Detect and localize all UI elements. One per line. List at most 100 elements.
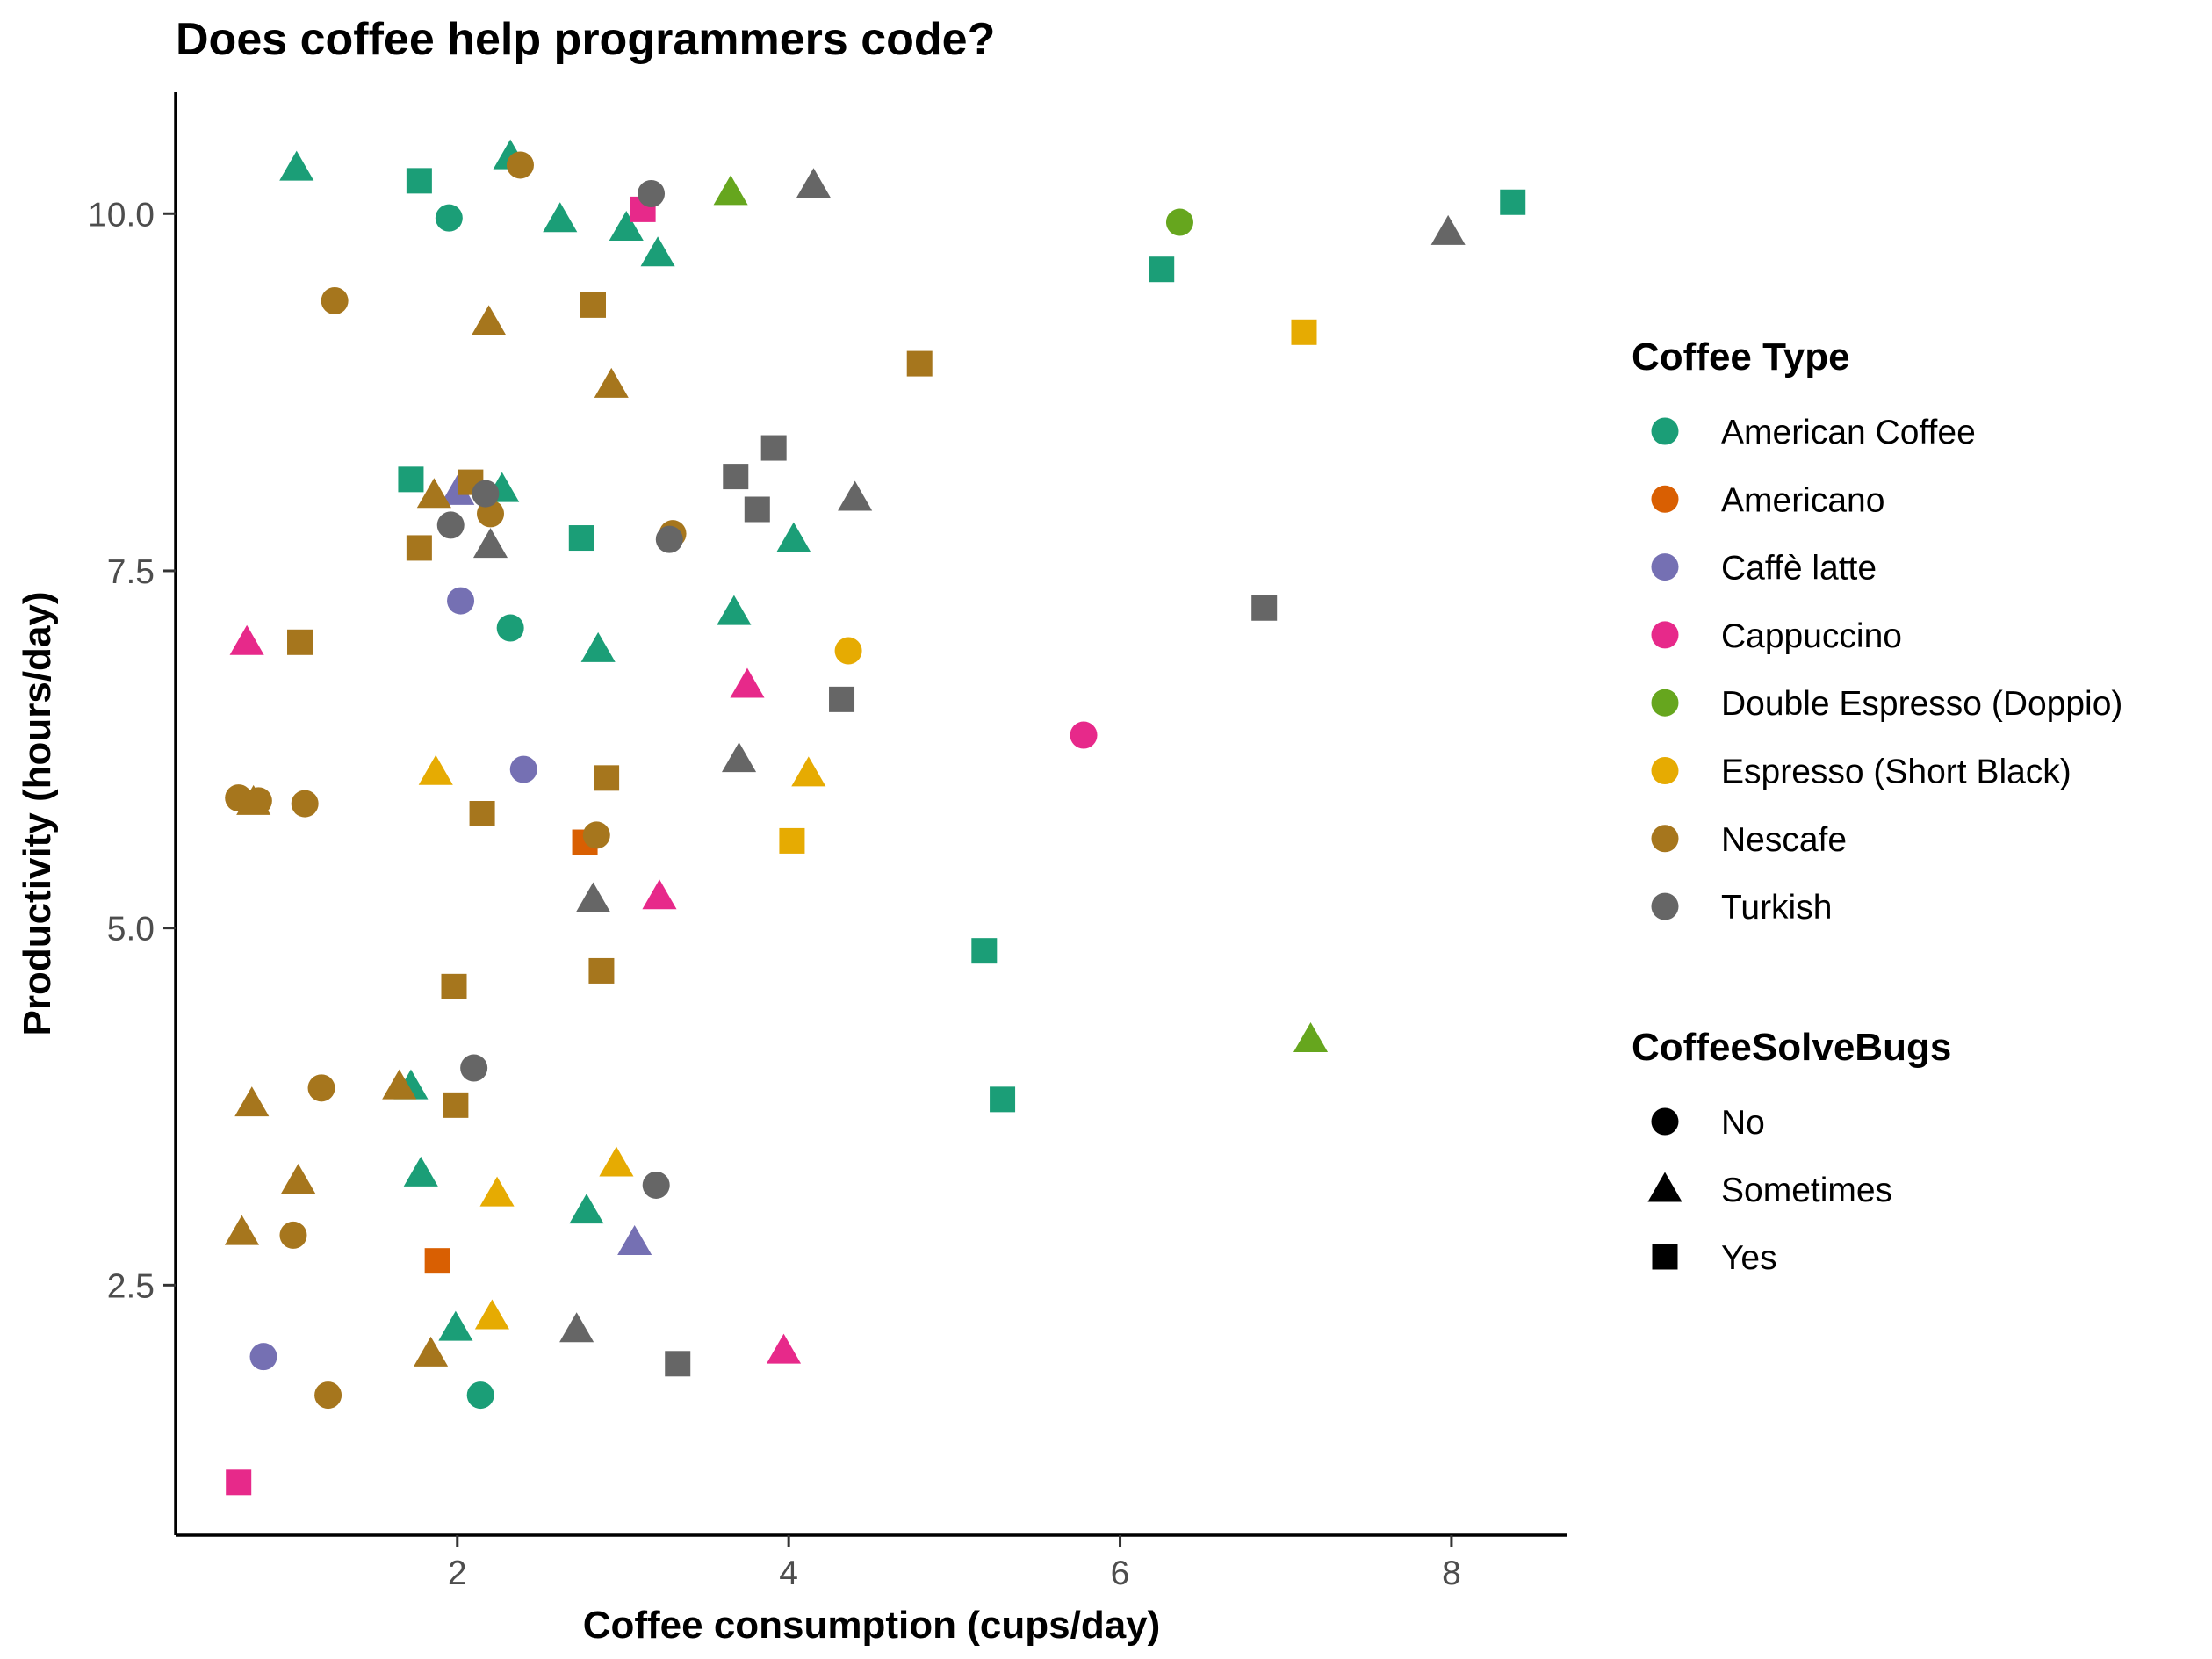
data-point-nescafe	[279, 1221, 307, 1249]
data-point-cappuccino	[1070, 721, 1098, 749]
y-tick-label: 7.5	[107, 553, 155, 591]
data-point-american-coffee	[438, 1310, 473, 1341]
data-point-caffe-latte	[440, 474, 475, 505]
legend-title-coffee-solve-bugs: CoffeeSolveBugs	[1632, 1026, 1951, 1069]
data-point-double-espresso-doppio	[1293, 1021, 1329, 1052]
data-point-nescafe	[314, 1381, 342, 1410]
data-point-caffe-latte	[617, 1224, 652, 1255]
data-point-nescafe	[236, 784, 271, 815]
data-point-turkish	[744, 496, 770, 523]
legend-label-americano: Americano	[1721, 481, 1884, 519]
data-point-nescafe	[582, 821, 610, 849]
data-point-turkish	[829, 686, 855, 712]
legend-label-cappuccino: Cappuccino	[1721, 617, 1902, 655]
data-point-espresso-short-black	[479, 1176, 515, 1207]
data-point-cappuccino	[642, 879, 677, 910]
data-point-turkish	[1430, 214, 1466, 245]
data-point-american-coffee	[1149, 256, 1175, 283]
data-point-american-coffee	[1500, 189, 1526, 215]
data-point-american-coffee	[496, 614, 524, 642]
data-point-cappuccino	[226, 1469, 252, 1496]
legend-key-turkish	[1651, 892, 1679, 920]
data-point-turkish	[1251, 595, 1278, 621]
data-point-turkish	[638, 179, 666, 207]
data-point-turkish	[721, 742, 757, 773]
data-point-american-coffee	[279, 150, 314, 181]
legend-key-sometimes	[1647, 1172, 1682, 1202]
data-point-turkish	[559, 1312, 594, 1343]
data-point-nescafe	[281, 1164, 316, 1194]
data-point-nescafe	[472, 305, 507, 335]
data-point-nescafe	[469, 801, 495, 826]
data-point-cappuccino	[766, 1333, 802, 1364]
data-point-double-espresso-doppio	[1165, 208, 1193, 236]
legend-key-americano	[1651, 485, 1679, 513]
data-point-turkish	[436, 511, 465, 539]
data-point-nescafe	[594, 765, 620, 791]
y-tick-label: 2.5	[107, 1267, 155, 1305]
data-points	[224, 139, 1526, 1496]
data-point-turkish	[723, 464, 749, 490]
data-point-espresso-short-black	[418, 754, 453, 785]
data-point-american-coffee	[543, 202, 578, 233]
data-point-nescafe	[414, 1336, 449, 1367]
legend-title-coffee-type: Coffee Type	[1632, 335, 1850, 379]
legend-key-caffe-latte	[1651, 553, 1679, 581]
data-point-caffe-latte	[447, 587, 475, 615]
data-point-espresso-short-black	[791, 756, 826, 787]
data-point-caffe-latte	[249, 1343, 277, 1371]
data-point-nescafe	[588, 957, 615, 984]
chart-title: Does coffee help programmers code?	[176, 14, 995, 65]
data-point-nescafe	[506, 151, 534, 179]
data-point-american-coffee	[466, 1381, 494, 1410]
data-point-turkish	[575, 882, 611, 912]
x-tick-label: 8	[1442, 1554, 1461, 1592]
data-point-nescafe	[307, 1074, 335, 1102]
legend-key-double-espresso-doppio	[1651, 689, 1679, 717]
data-point-american-coffee	[717, 595, 752, 625]
data-point-nescafe	[580, 292, 606, 318]
data-point-nescafe	[406, 535, 432, 561]
legend-key-yes	[1652, 1244, 1678, 1270]
y-tick-label: 5.0	[107, 911, 155, 949]
legend-key-nescafe	[1651, 825, 1679, 853]
data-point-american-coffee	[435, 204, 463, 232]
x-tick-label: 2	[448, 1554, 467, 1592]
legend-label-yes: Yes	[1721, 1239, 1777, 1277]
legend-label-nescafe: Nescafe	[1721, 821, 1847, 859]
x-tick-label: 4	[779, 1554, 798, 1592]
legend-key-no	[1651, 1107, 1679, 1136]
data-point-espresso-short-black	[1291, 319, 1317, 345]
data-point-espresso-short-black	[834, 637, 862, 665]
data-point-turkish	[655, 525, 683, 553]
data-point-turkish	[796, 168, 832, 198]
plot-area: 2 4 6 8 2.5 5.0 7.5 10.0	[88, 92, 1567, 1592]
legend-label-no: No	[1721, 1104, 1765, 1142]
y-axis-title: Productivity (hours/day)	[16, 591, 59, 1035]
x-axis-title: Coffee consumption (cups/day)	[583, 1604, 1161, 1647]
data-point-cappuccino	[229, 624, 264, 655]
data-point-espresso-short-black	[474, 1299, 509, 1330]
data-point-nescafe	[234, 1086, 270, 1117]
data-point-nescafe	[416, 478, 451, 509]
legend-label-caffe-latte: Caffè latte	[1721, 550, 1877, 588]
data-point-nescafe	[441, 973, 467, 999]
data-point-cappuccino	[730, 667, 765, 698]
data-point-american-coffee	[569, 1194, 604, 1224]
data-point-american-coffee	[971, 938, 998, 964]
data-point-nescafe	[287, 629, 313, 655]
legend-label-double-espresso-doppio: Double Espresso (Doppio)	[1721, 685, 2122, 723]
data-point-american-coffee	[403, 1156, 438, 1187]
data-point-turkish	[642, 1171, 670, 1199]
data-point-espresso-short-black	[599, 1146, 634, 1177]
legend-key-cappuccino	[1651, 621, 1679, 649]
data-point-double-espresso-doppio	[713, 175, 748, 206]
data-point-american-coffee	[640, 236, 675, 267]
data-point-turkish	[838, 480, 873, 511]
data-point-turkish	[665, 1351, 691, 1377]
data-point-turkish	[472, 480, 500, 508]
data-point-american-coffee	[398, 466, 424, 493]
data-point-american-coffee	[580, 631, 616, 662]
data-point-nescafe	[382, 1069, 417, 1100]
legend-label-turkish: Turkish	[1721, 889, 1832, 927]
